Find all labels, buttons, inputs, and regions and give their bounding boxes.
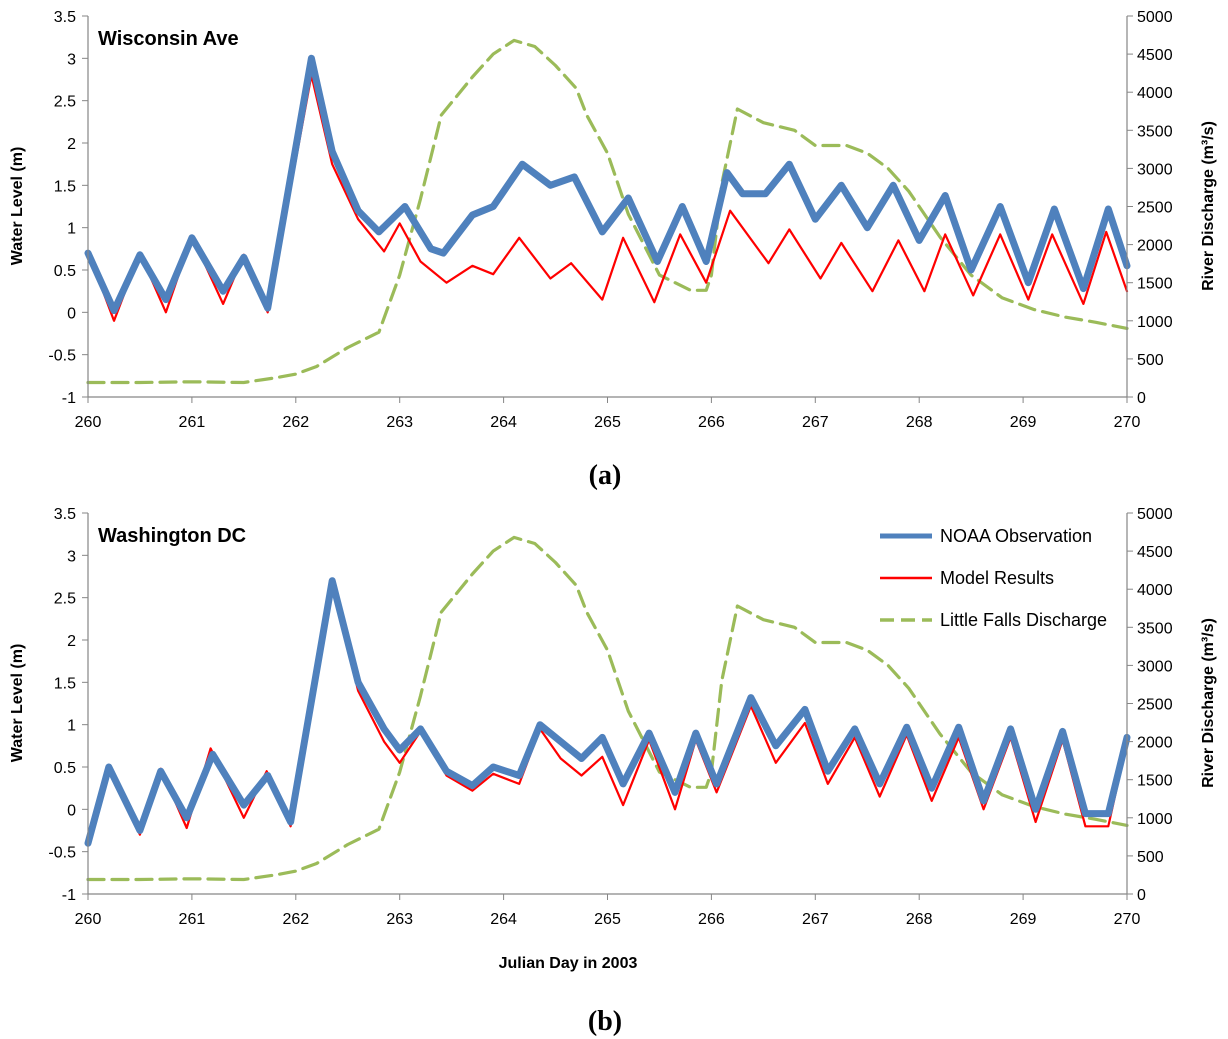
y2-tick-label: 1000 [1137, 811, 1173, 828]
y-tick-label: 3 [67, 51, 76, 68]
y-tick-label: -1 [62, 887, 76, 904]
x-tick-label: 262 [282, 414, 309, 431]
legend-item-little-falls-discharge: Little Falls Discharge [880, 610, 1107, 630]
y2-tick-label: 3000 [1137, 658, 1173, 675]
y2-tick-label: 3000 [1137, 161, 1173, 178]
noaa-observation-line [84, 54, 1131, 315]
y2-axis-title: River Discharge (m³/s) [1200, 121, 1217, 291]
legend: NOAA Observation Model Results Little Fa… [880, 526, 1107, 630]
y2-tick-label: 4500 [1137, 544, 1173, 561]
y-tick-label: 0.5 [54, 263, 76, 280]
legend-label-little-falls-discharge: Little Falls Discharge [940, 610, 1107, 630]
y2-tick-label: 2000 [1137, 735, 1173, 752]
y-tick-label: 1.5 [54, 675, 76, 692]
y-tick-label: 3.5 [54, 506, 76, 523]
x-tick-label: 267 [802, 911, 829, 928]
legend-label-noaa-observation: NOAA Observation [940, 526, 1092, 546]
y2-tick-label: 3500 [1137, 123, 1173, 140]
y-axis-title: Water Level (m) [9, 147, 26, 266]
y-tick-label: 0 [67, 305, 76, 322]
y2-tick-label: 4500 [1137, 47, 1173, 64]
y2-tick-label: 3500 [1137, 620, 1173, 637]
y2-tick-label: 1000 [1137, 314, 1173, 331]
x-tick-label: 263 [386, 414, 413, 431]
y-tick-label: 2 [67, 633, 76, 650]
x-tick-label: 268 [906, 414, 933, 431]
y-tick-label: -0.5 [48, 348, 76, 365]
panel-title: Wisconsin Ave [98, 28, 239, 50]
little-falls-discharge-line [86, 535, 1129, 882]
y-tick-label: -1 [62, 390, 76, 407]
x-tick-label: 261 [179, 911, 206, 928]
panel-caption: (a) [589, 460, 622, 491]
x-tick-label: 266 [698, 911, 725, 928]
y2-tick-label: 4000 [1137, 582, 1173, 599]
x-tick-label: 263 [386, 911, 413, 928]
y-tick-label: 1.5 [54, 178, 76, 195]
x-tick-label: 265 [594, 911, 621, 928]
noaa-observation-line [84, 577, 1131, 847]
x-tick-label: 260 [75, 414, 102, 431]
y2-tick-label: 0 [1137, 887, 1146, 904]
y-tick-label: 2.5 [54, 591, 76, 608]
y2-tick-label: 2500 [1137, 200, 1173, 217]
chart-panel-b: 260 261 262 263 264 265 266 267 268 269 270 -1 -0.5… [9, 506, 1217, 1037]
x-tick-label: 270 [1114, 414, 1141, 431]
x-tick-label: 262 [282, 911, 309, 928]
chart-panel-a: 260 261 262 263 264 265 266 267 268 269 270 -1 -0.5… [9, 9, 1217, 491]
y2-tick-label: 2500 [1137, 697, 1173, 714]
x-tick-label: 269 [1010, 911, 1037, 928]
x-tick-label: 260 [75, 911, 102, 928]
x-tick-label: 269 [1010, 414, 1037, 431]
y-axis-title: Water Level (m) [9, 644, 26, 763]
y-tick-label: 1 [67, 221, 76, 238]
model-results-line [86, 74, 1129, 322]
y2-tick-label: 5000 [1137, 506, 1173, 523]
x-tick-label: 265 [594, 414, 621, 431]
little-falls-discharge-line [86, 38, 1129, 385]
y2-tick-label: 1500 [1137, 276, 1173, 293]
y-tick-label: 2 [67, 136, 76, 153]
x-tick-label: 267 [802, 414, 829, 431]
y-tick-label: 0.5 [54, 760, 76, 777]
legend-label-model-results: Model Results [940, 568, 1054, 588]
y-tick-label: 1 [67, 718, 76, 735]
y2-tick-label: 0 [1137, 390, 1146, 407]
panel-title: Washington DC [98, 525, 246, 547]
y2-axis-title: River Discharge (m³/s) [1200, 618, 1217, 788]
x-tick-label: 268 [906, 911, 933, 928]
y2-tick-label: 1500 [1137, 773, 1173, 790]
y2-tick-label: 5000 [1137, 9, 1173, 26]
x-tick-label: 264 [490, 911, 517, 928]
x-axis-title: Julian Day in 2003 [499, 955, 638, 972]
y-tick-label: -0.5 [48, 845, 76, 862]
legend-item-noaa-observation: NOAA Observation [880, 526, 1092, 546]
x-tick-label: 264 [490, 414, 517, 431]
y2-tick-label: 500 [1137, 352, 1164, 369]
y2-tick-label: 2000 [1137, 238, 1173, 255]
legend-item-model-results: Model Results [880, 568, 1054, 588]
y2-tick-label: 500 [1137, 849, 1164, 866]
y-tick-label: 0 [67, 802, 76, 819]
y-tick-label: 2.5 [54, 94, 76, 111]
y-tick-label: 3 [67, 548, 76, 565]
x-tick-label: 266 [698, 414, 725, 431]
x-tick-label: 270 [1114, 911, 1141, 928]
y-tick-label: 3.5 [54, 9, 76, 26]
panel-caption: (b) [588, 1006, 622, 1037]
y2-tick-label: 4000 [1137, 85, 1173, 102]
x-tick-label: 261 [179, 414, 206, 431]
